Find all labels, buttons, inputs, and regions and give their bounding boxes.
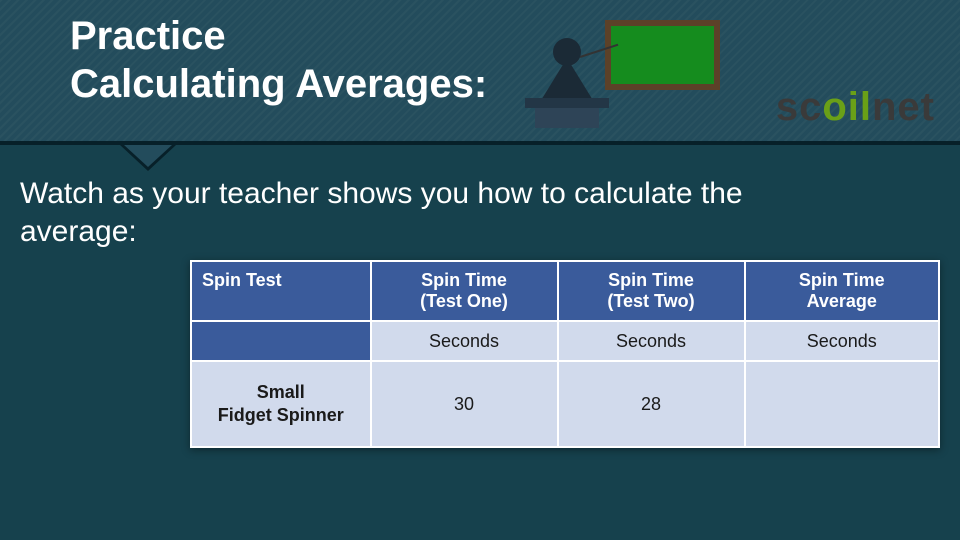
teacher-icon (525, 20, 725, 130)
slide-header: Practice Calculating Averages: scoilnet (0, 0, 960, 145)
col-header-test-two: Spin Time(Test Two) (558, 261, 745, 321)
unit-cell-test-two: Seconds (558, 321, 745, 361)
unit-cell-average: Seconds (745, 321, 939, 361)
teacher-head-icon (553, 38, 581, 66)
title-line-2: Calculating Averages: (70, 62, 487, 106)
cell-average (745, 361, 939, 447)
row-label: SmallFidget Spinner (191, 361, 371, 447)
podium-top-icon (525, 98, 609, 108)
scoilnet-logo: scoilnet (776, 85, 935, 130)
col-header-average: Spin TimeAverage (745, 261, 939, 321)
col-header-label: Spin Time(Test One) (420, 270, 508, 311)
slide-title: Practice Calculating Averages: (70, 12, 487, 108)
table-unit-row: Seconds Seconds Seconds (191, 321, 939, 361)
instruction-text: Watch as your teacher shows you how to c… (20, 175, 850, 252)
cell-test-two: 28 (558, 361, 745, 447)
podium-body-icon (535, 108, 599, 128)
logo-oil: oil (822, 85, 872, 129)
title-line-1: Practice (70, 14, 226, 58)
chalkboard-icon (605, 20, 720, 90)
speech-notch-fill-icon (124, 145, 172, 167)
col-header-test-one: Spin Time(Test One) (371, 261, 558, 321)
table-header-row: Spin Test Spin Time(Test One) Spin Time(… (191, 261, 939, 321)
unit-cell-test-one: Seconds (371, 321, 558, 361)
logo-sc: sc (776, 85, 823, 129)
col-header-spin-test: Spin Test (191, 261, 371, 321)
cell-test-one: 30 (371, 361, 558, 447)
table-row: SmallFidget Spinner 30 28 (191, 361, 939, 447)
logo-net: net (872, 85, 935, 129)
col-header-label: Spin TimeAverage (799, 270, 885, 311)
unit-cell-empty (191, 321, 371, 361)
col-header-label: Spin Time(Test Two) (607, 270, 694, 311)
spin-data-table: Spin Test Spin Time(Test One) Spin Time(… (190, 260, 940, 448)
